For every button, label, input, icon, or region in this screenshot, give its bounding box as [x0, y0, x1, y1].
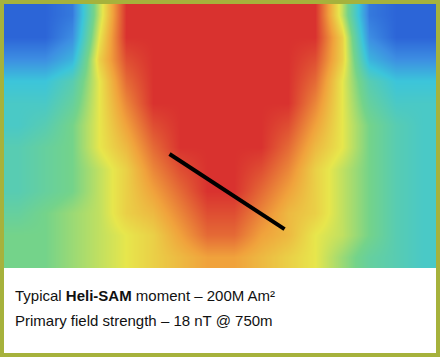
svg-text:Primary field strength – 18 nT: Primary field strength – 18 nT @ 750m	[15, 312, 273, 329]
svg-text:Typical Heli-SAM moment – 200M: Typical Heli-SAM moment – 200M Am²	[15, 287, 275, 304]
